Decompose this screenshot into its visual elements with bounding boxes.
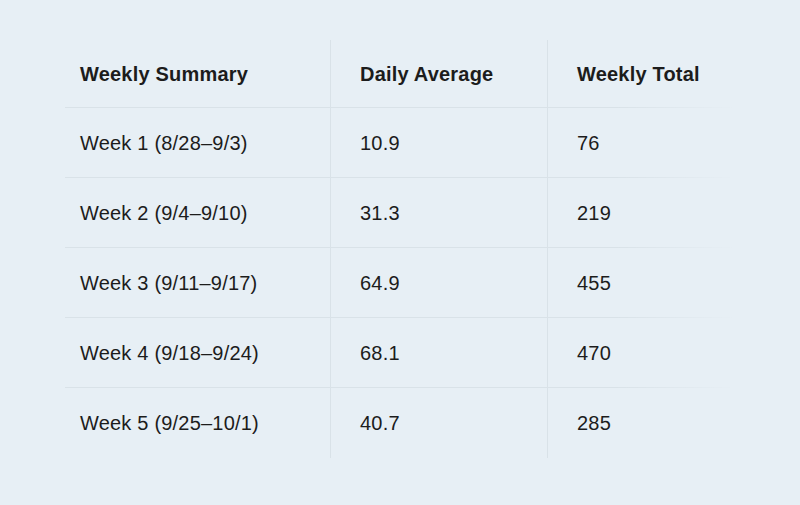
week-label-cell: Week 5 (9/25–10/1) bbox=[65, 388, 330, 458]
week-label-cell: Week 3 (9/11–9/17) bbox=[65, 248, 330, 318]
week-label-cell: Week 4 (9/18–9/24) bbox=[65, 318, 330, 388]
weekly-total-cell: 470 bbox=[547, 318, 735, 388]
header-weekly-summary: Weekly Summary bbox=[65, 40, 330, 108]
daily-average-cell: 31.3 bbox=[330, 178, 547, 248]
week-label-cell: Week 1 (8/28–9/3) bbox=[65, 108, 330, 178]
table-row: Week 2 (9/4–9/10) 31.3 219 bbox=[65, 178, 735, 248]
table-row: Week 3 (9/11–9/17) 64.9 455 bbox=[65, 248, 735, 318]
header-weekly-total: Weekly Total bbox=[547, 40, 735, 108]
table-header-row: Weekly Summary Daily Average Weekly Tota… bbox=[65, 40, 735, 108]
weekly-summary-table: Weekly Summary Daily Average Weekly Tota… bbox=[65, 40, 735, 458]
weekly-total-cell: 455 bbox=[547, 248, 735, 318]
daily-average-cell: 68.1 bbox=[330, 318, 547, 388]
table-row: Week 4 (9/18–9/24) 68.1 470 bbox=[65, 318, 735, 388]
table-row: Week 1 (8/28–9/3) 10.9 76 bbox=[65, 108, 735, 178]
weekly-total-cell: 76 bbox=[547, 108, 735, 178]
week-label-cell: Week 2 (9/4–9/10) bbox=[65, 178, 330, 248]
weekly-total-cell: 285 bbox=[547, 388, 735, 458]
header-daily-average: Daily Average bbox=[330, 40, 547, 108]
weekly-total-cell: 219 bbox=[547, 178, 735, 248]
table-row: Week 5 (9/25–10/1) 40.7 285 bbox=[65, 388, 735, 458]
daily-average-cell: 10.9 bbox=[330, 108, 547, 178]
daily-average-cell: 64.9 bbox=[330, 248, 547, 318]
daily-average-cell: 40.7 bbox=[330, 388, 547, 458]
